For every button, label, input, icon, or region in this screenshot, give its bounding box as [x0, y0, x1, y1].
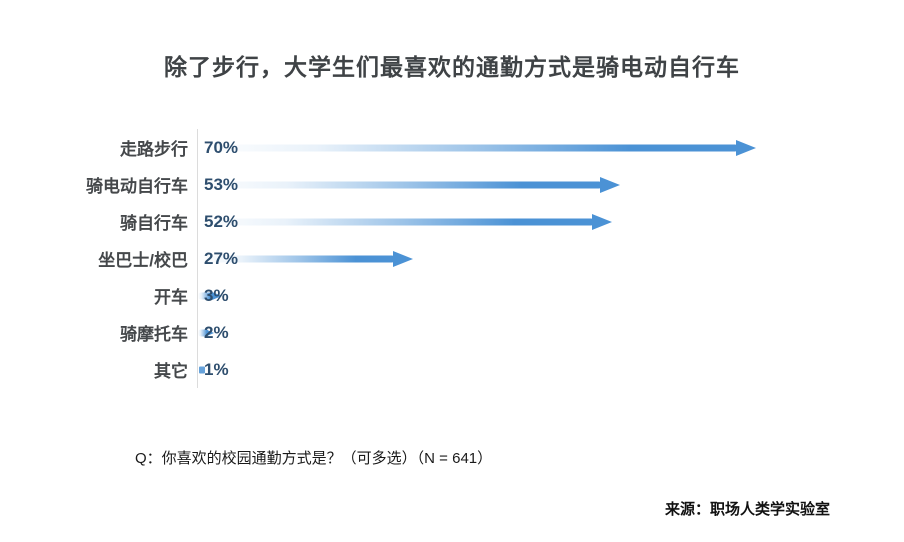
bar-shaft: [198, 329, 209, 336]
bar-cell: 52%: [197, 203, 864, 240]
value-bar: [198, 129, 756, 166]
chart-row: 骑自行车 52%: [50, 203, 864, 240]
chart-row: 坐巴士/校巴 27%: [50, 240, 864, 277]
value-bar: [198, 203, 613, 240]
value-label: 27%: [204, 248, 239, 268]
value-label: 1%: [204, 359, 229, 379]
bar-cell: 2%: [197, 314, 864, 351]
chart-row: 骑摩托车 2%: [50, 314, 864, 351]
chart-row: 其它 1%: [50, 351, 864, 388]
chart-row: 骑电动自行车 53%: [50, 166, 864, 203]
bar-shaft: [198, 181, 603, 188]
arrowhead-icon: [735, 139, 756, 156]
bar-cell: 53%: [197, 166, 864, 203]
source-credit: 来源：职场人类学实验室: [664, 501, 830, 518]
bar-cell: 3%: [197, 277, 864, 314]
bar-cell: 70%: [197, 129, 864, 166]
value-bar: [198, 277, 222, 314]
category-label: 其它: [154, 362, 188, 381]
arrowhead-icon: [393, 250, 414, 267]
bar-chart: 走路步行 70% 骑电动自行车 53% 骑自行车 52% 坐巴士/校巴 27% 开车 3% 骑摩托车…: [50, 129, 864, 388]
arrowhead-icon: [211, 291, 222, 300]
category-label: 骑电动自行车: [86, 177, 188, 196]
value-bar: [198, 166, 621, 203]
value-bar: [198, 314, 214, 351]
value-bar: [198, 351, 206, 388]
chart-rows: 走路步行 70% 骑电动自行车 53% 骑自行车 52% 坐巴士/校巴 27% 开车 3% 骑摩托车…: [50, 129, 864, 388]
bar-shaft: [198, 255, 396, 262]
bar-shaft: [198, 292, 214, 299]
value-label: 53%: [204, 174, 239, 194]
bar-cell: 27%: [197, 240, 864, 277]
category-label: 坐巴士/校巴: [98, 251, 188, 270]
bar-shaft: [198, 144, 738, 151]
category-label: 开车: [154, 288, 188, 307]
value-label: 3%: [204, 285, 229, 305]
chart-row: 走路步行 70%: [50, 129, 864, 166]
bar-square: [199, 366, 205, 373]
category-label: 走路步行: [120, 140, 188, 159]
bar-cell: 1%: [197, 351, 864, 388]
arrowhead-icon: [206, 329, 214, 336]
chart-row: 开车 3%: [50, 277, 864, 314]
bar-shaft: [198, 218, 595, 225]
chart-title: 除了步行，大学生们最喜欢的通勤方式是骑电动自行车: [164, 54, 740, 80]
value-label: 2%: [204, 322, 229, 342]
category-label: 骑自行车: [120, 214, 188, 233]
value-bar: [198, 240, 414, 277]
value-label: 70%: [204, 137, 239, 157]
arrowhead-icon: [600, 176, 621, 193]
category-label: 骑摩托车: [120, 325, 188, 344]
value-label: 52%: [204, 211, 239, 231]
survey-question: Q：你喜欢的校园通勤方式是？（可多选）（N = 641）: [135, 450, 493, 467]
arrowhead-icon: [592, 213, 613, 230]
